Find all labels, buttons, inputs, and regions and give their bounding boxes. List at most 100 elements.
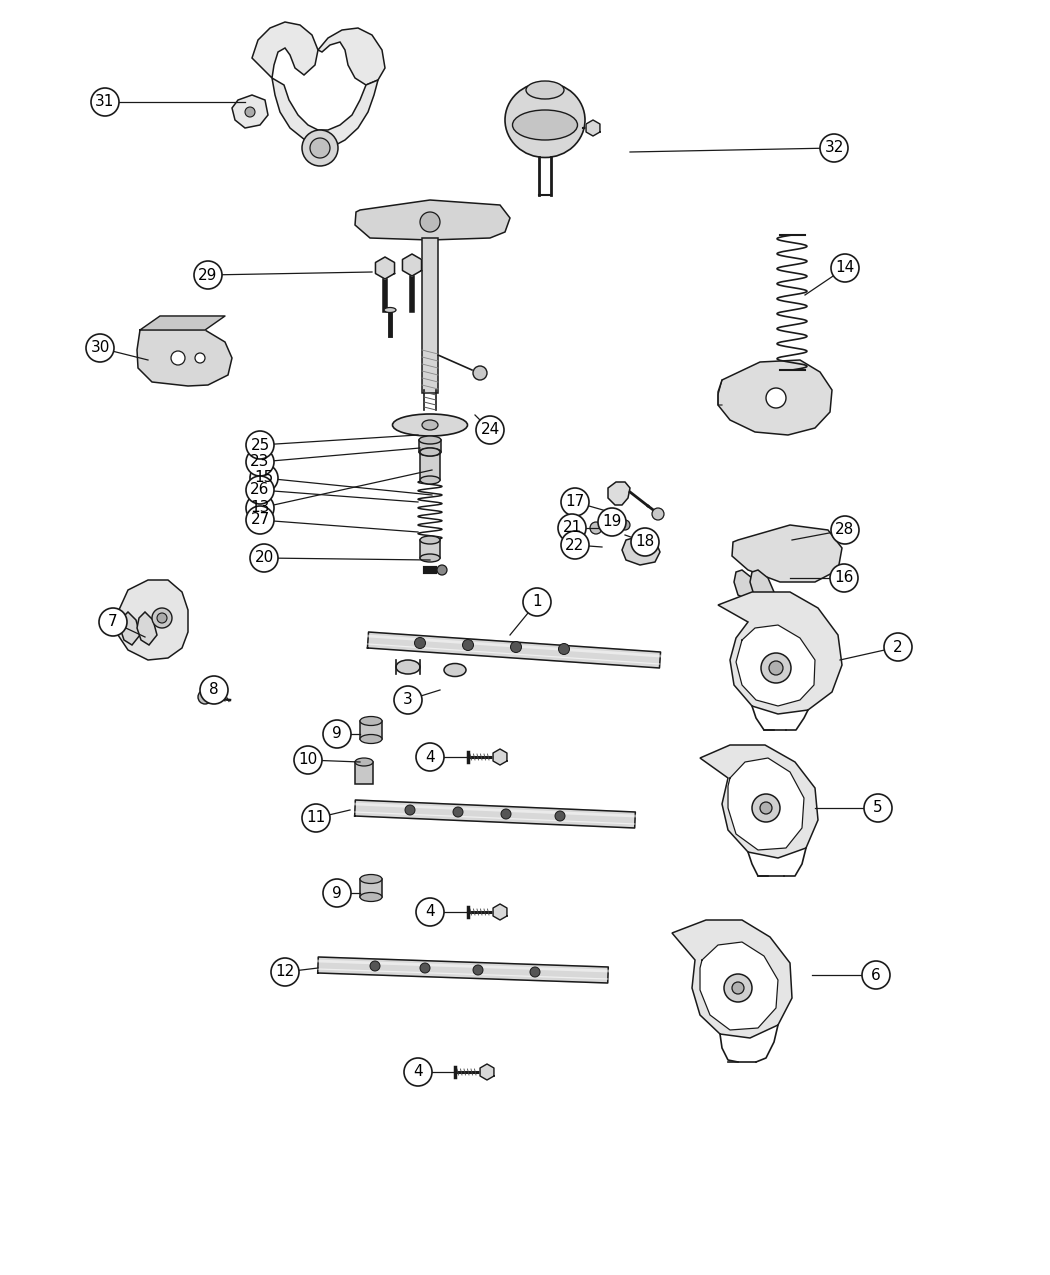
Text: 29: 29	[198, 268, 217, 283]
Circle shape	[831, 254, 859, 282]
Circle shape	[558, 514, 586, 542]
Text: 8: 8	[209, 682, 218, 697]
Circle shape	[561, 488, 589, 516]
Circle shape	[510, 641, 522, 653]
Circle shape	[91, 88, 119, 116]
Circle shape	[310, 138, 330, 158]
Circle shape	[437, 565, 447, 575]
Polygon shape	[376, 258, 395, 279]
Ellipse shape	[420, 555, 440, 562]
Circle shape	[760, 802, 772, 813]
Ellipse shape	[360, 875, 382, 884]
Text: 11: 11	[307, 811, 326, 825]
Circle shape	[86, 334, 114, 362]
Text: 10: 10	[298, 752, 317, 768]
Text: 20: 20	[254, 551, 274, 566]
Circle shape	[195, 353, 205, 363]
Polygon shape	[368, 632, 660, 668]
Circle shape	[766, 388, 786, 408]
Circle shape	[198, 690, 212, 704]
Ellipse shape	[420, 536, 440, 544]
Circle shape	[246, 493, 274, 521]
Polygon shape	[480, 1065, 494, 1080]
Circle shape	[404, 1058, 432, 1086]
Circle shape	[453, 807, 463, 817]
Circle shape	[420, 212, 440, 232]
Text: 4: 4	[425, 904, 435, 919]
Circle shape	[246, 506, 274, 534]
Text: 32: 32	[824, 140, 844, 156]
Circle shape	[200, 676, 228, 704]
Polygon shape	[136, 612, 158, 645]
Text: 31: 31	[96, 94, 114, 110]
Ellipse shape	[419, 436, 441, 444]
Polygon shape	[232, 96, 268, 128]
Text: 22: 22	[565, 538, 585, 552]
Circle shape	[370, 961, 380, 972]
Text: 19: 19	[603, 515, 622, 529]
Polygon shape	[272, 78, 378, 148]
Circle shape	[323, 720, 351, 748]
Text: 12: 12	[275, 964, 295, 979]
Polygon shape	[736, 625, 815, 706]
Text: 9: 9	[332, 886, 342, 900]
Circle shape	[158, 613, 167, 623]
Circle shape	[271, 958, 299, 986]
Circle shape	[472, 965, 483, 975]
Text: 6: 6	[872, 968, 881, 983]
Circle shape	[830, 564, 858, 592]
Circle shape	[394, 686, 422, 714]
Circle shape	[152, 608, 172, 629]
Text: 1: 1	[532, 594, 542, 609]
Circle shape	[302, 805, 330, 833]
Polygon shape	[718, 592, 842, 714]
Polygon shape	[118, 580, 188, 660]
Circle shape	[246, 431, 274, 459]
Ellipse shape	[393, 414, 467, 436]
Circle shape	[769, 660, 783, 674]
Circle shape	[635, 533, 645, 543]
Text: 13: 13	[250, 501, 270, 515]
Polygon shape	[622, 536, 660, 565]
Circle shape	[732, 982, 744, 994]
Circle shape	[246, 448, 274, 476]
Circle shape	[420, 963, 430, 973]
Ellipse shape	[420, 476, 440, 484]
Ellipse shape	[396, 660, 420, 674]
Text: 9: 9	[332, 727, 342, 742]
Circle shape	[862, 961, 890, 989]
Circle shape	[405, 805, 415, 815]
Text: 21: 21	[563, 520, 582, 536]
Text: 3: 3	[403, 692, 413, 708]
Polygon shape	[608, 482, 630, 505]
Circle shape	[559, 644, 569, 654]
Ellipse shape	[360, 717, 382, 725]
Circle shape	[246, 476, 274, 504]
Circle shape	[416, 898, 444, 926]
Polygon shape	[494, 748, 507, 765]
Circle shape	[245, 107, 255, 117]
Circle shape	[171, 351, 185, 365]
Circle shape	[590, 521, 602, 534]
Circle shape	[250, 464, 278, 492]
Circle shape	[831, 516, 859, 544]
Text: 23: 23	[250, 454, 270, 469]
Ellipse shape	[420, 448, 440, 456]
Circle shape	[820, 134, 848, 162]
Circle shape	[864, 794, 892, 822]
Ellipse shape	[419, 448, 441, 456]
Circle shape	[620, 520, 630, 530]
Circle shape	[501, 810, 511, 819]
Polygon shape	[402, 254, 421, 275]
Ellipse shape	[355, 759, 373, 766]
Circle shape	[652, 507, 664, 520]
Polygon shape	[494, 904, 507, 921]
Circle shape	[323, 878, 351, 907]
Ellipse shape	[526, 82, 564, 99]
Text: 18: 18	[635, 534, 654, 550]
Circle shape	[416, 743, 444, 771]
Polygon shape	[728, 759, 804, 850]
Ellipse shape	[512, 110, 578, 140]
Circle shape	[250, 544, 278, 572]
Text: 16: 16	[835, 570, 854, 585]
